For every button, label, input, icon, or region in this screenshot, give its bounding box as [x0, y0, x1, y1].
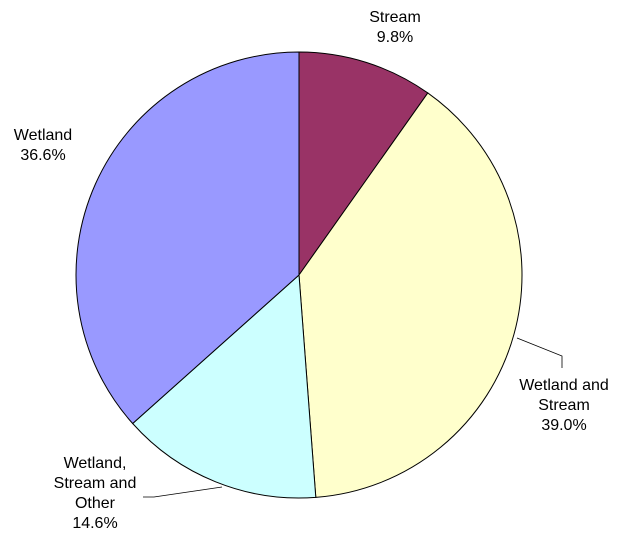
pie-slice-wetland-stream-and-other	[131, 273, 317, 499]
leader-line-wetland-and-stream	[516, 337, 563, 368]
slice-label-stream: Stream 9.8%	[369, 9, 421, 46]
slice-label-line: Other	[75, 495, 116, 512]
leader-line-wetland-stream-and-other	[143, 486, 223, 498]
slice-value-label: 9.8%	[377, 29, 413, 46]
slice-value-label: 36.6%	[20, 147, 65, 164]
slice-label-line: Stream and	[54, 475, 137, 492]
slice-label-wetland-and-stream: Wetland and Stream 39.0%	[519, 377, 609, 434]
slice-label-line: Stream	[369, 9, 421, 26]
slice-label-wetland-stream-and-other: Wetland, Stream and Other 14.6%	[54, 455, 137, 532]
slice-value-label: 14.6%	[72, 515, 117, 532]
pie-slice-stream	[298, 51, 429, 277]
slices-layer	[75, 51, 523, 499]
pie-slice-wetland-and-stream	[298, 92, 523, 498]
labels-layer: Stream 9.8% Wetland and Stream 39.0% Wetland,…	[14, 9, 609, 532]
slice-label-line: Wetland and	[519, 377, 609, 394]
pie-slice-wetland	[75, 51, 300, 425]
slice-label-line: Wetland	[14, 127, 72, 144]
leader-lines-layer	[143, 337, 563, 498]
slice-label-wetland: Wetland 36.6%	[14, 127, 72, 164]
slice-label-line: Stream	[538, 397, 590, 414]
slice-label-line: Wetland,	[64, 455, 127, 472]
slice-value-label: 39.0%	[541, 417, 586, 434]
